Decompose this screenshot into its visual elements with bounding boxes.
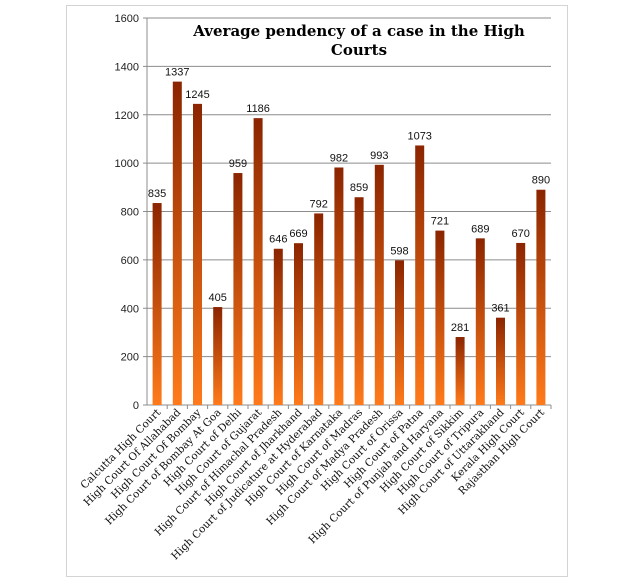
y-tick-label-400: 400 (121, 303, 139, 315)
data-label-7: 646 (269, 234, 287, 246)
bar-5 (233, 173, 243, 405)
bar-4 (213, 307, 223, 405)
data-label-12: 993 (370, 150, 388, 162)
data-label-17: 689 (471, 223, 489, 235)
y-tick-label-1000: 1000 (115, 158, 139, 170)
y-tick-label-0: 0 (133, 400, 139, 412)
bar-12 (374, 164, 384, 405)
y-tick-label-1400: 1400 (115, 61, 139, 73)
data-label-1: 835 (148, 188, 166, 200)
y-tick-label-800: 800 (121, 207, 139, 219)
bar-1 (152, 203, 162, 405)
data-label-4: 405 (209, 292, 227, 304)
data-label-16: 281 (451, 322, 469, 334)
bar-19 (516, 242, 526, 405)
bar-chart: 0 200 400 600 800 1000 1200 1400 1600 835 1337 124… (78, 13, 552, 562)
y-tick-label-1600: 1600 (115, 13, 139, 25)
bar-14 (415, 145, 425, 405)
data-label-9: 792 (310, 198, 328, 210)
data-label-8: 669 (289, 228, 307, 240)
data-label-11: 859 (350, 182, 368, 194)
chart-frame: 0 200 400 600 800 1000 1200 1400 1600 835 1337 124… (66, 5, 568, 577)
data-label-19: 670 (512, 228, 530, 240)
data-label-14: 1073 (407, 130, 431, 142)
bar-11 (354, 197, 364, 405)
bar-6 (253, 118, 263, 405)
bar-8 (294, 243, 303, 405)
bar-13 (395, 260, 404, 405)
data-label-6: 1186 (246, 103, 270, 115)
bar-20 (536, 189, 546, 405)
bar-18 (496, 317, 505, 405)
bar-7 (273, 248, 283, 405)
y-tick-label-200: 200 (121, 352, 139, 364)
data-label-15: 721 (431, 216, 449, 228)
bar-16 (455, 337, 465, 405)
data-label-10: 982 (330, 152, 348, 164)
y-tick-label-600: 600 (121, 255, 139, 267)
data-label-5: 959 (229, 158, 247, 170)
bar-9 (314, 213, 324, 405)
bar-2 (172, 81, 182, 405)
bar-10 (334, 167, 344, 405)
data-labels: 835 1337 1245 405 959 1186 646 669 792 982 859 993 5… (148, 67, 550, 334)
data-label-18: 361 (491, 303, 509, 315)
data-label-3: 1245 (185, 89, 209, 101)
data-label-20: 890 (532, 175, 550, 187)
chart-title-line-1: Average pendency of a case in the High (192, 22, 525, 40)
chart-title-line-2: Courts (331, 41, 387, 59)
bars (152, 81, 546, 405)
data-label-2: 1337 (165, 67, 189, 79)
bar-17 (475, 238, 485, 405)
bar-15 (435, 230, 445, 405)
bar-3 (193, 103, 202, 405)
data-label-13: 598 (390, 245, 408, 257)
y-tick-label-1200: 1200 (115, 110, 139, 122)
